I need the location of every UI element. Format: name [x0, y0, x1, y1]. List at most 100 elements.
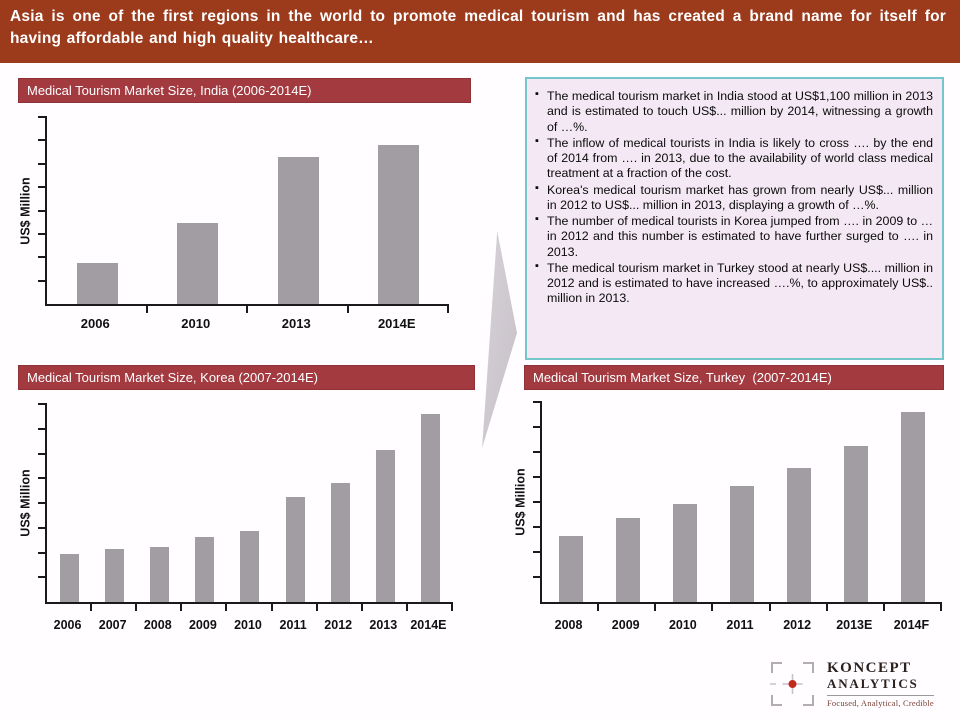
logo-name-line2: ANALYTICS	[827, 675, 919, 691]
y-axis-tick	[533, 526, 542, 528]
bar-cell	[656, 402, 713, 602]
chart-korea-body: US$ Million 2006 2007 2008 2009 2010 2011 2012…	[18, 390, 475, 655]
y-axis-tick	[38, 502, 47, 504]
bar-cell	[885, 402, 942, 602]
x-axis-tick	[940, 604, 942, 611]
x-axis-labels: 2006 2007 2008 2009 2010 2011 2012 2013 2014E	[45, 618, 451, 632]
bullet-item: The inflow of medical tourists in India …	[534, 135, 933, 182]
logo-tagline: Focused, Analytical, Credible	[827, 694, 934, 708]
x-tick-label: 2007	[98, 618, 127, 632]
bar-2012	[787, 468, 812, 602]
x-tick-label: 2006	[80, 316, 110, 331]
bar-2011	[285, 497, 305, 602]
bar-cell	[408, 404, 453, 602]
bar-cell	[318, 404, 363, 602]
x-tick-label: 2008	[143, 618, 172, 632]
x-axis-tick	[711, 604, 714, 611]
x-tick-label: 2010	[668, 618, 697, 632]
y-axis-tick	[533, 476, 542, 478]
bar-2014E	[420, 413, 440, 602]
bar-2014E	[378, 145, 420, 304]
x-axis-tick	[180, 604, 183, 611]
chart-india-title: Medical Tourism Market Size, India (2006…	[18, 78, 471, 103]
crosshair-target-icon	[770, 662, 814, 706]
x-axis-tick	[90, 604, 93, 611]
chart-turkey: Medical Tourism Market Size, Turkey (200…	[514, 365, 944, 655]
red-dot	[788, 680, 797, 688]
x-axis-tick	[451, 604, 453, 611]
x-tick-label: 2009	[188, 618, 217, 632]
y-axis-tick	[38, 427, 47, 430]
x-axis-tick	[145, 306, 148, 313]
x-tick-label: 2011	[279, 618, 307, 632]
y-axis-tick	[38, 209, 47, 212]
y-axis-tick	[38, 477, 47, 480]
y-axis-tick	[38, 162, 47, 165]
y-axis-tick	[38, 116, 47, 118]
bar-2013	[375, 449, 395, 602]
y-axis-tick	[38, 139, 47, 142]
bar-cell	[47, 404, 92, 602]
x-tick-label: 2013E	[836, 618, 873, 632]
bullet-item: The medical tourism market in Turkey sto…	[534, 260, 933, 307]
x-axis-tick	[768, 604, 771, 611]
bar-cell	[363, 404, 408, 602]
bar-2006	[76, 262, 118, 304]
chart-korea: Medical Tourism Market Size, Korea (2007…	[18, 365, 475, 655]
x-axis-tick	[825, 604, 828, 611]
y-axis-tick	[533, 426, 542, 428]
x-axis-tick	[246, 306, 248, 313]
company-logo: KONCEPT ANALYTICS Focused, Analytical, C…	[770, 660, 934, 708]
x-tick-label: 2006	[53, 618, 82, 632]
bullet-item: Korea's medical tourism market has grown…	[534, 182, 933, 214]
y-axis-tick	[38, 186, 47, 189]
bar-cell	[137, 404, 182, 602]
x-axis-tick	[315, 604, 318, 611]
bar-2008	[150, 546, 170, 602]
bar-2010	[672, 504, 697, 602]
bar-2014F	[901, 412, 926, 602]
bar-cell	[542, 402, 599, 602]
x-axis-tick	[405, 604, 408, 611]
x-tick-label: 2010	[234, 618, 262, 632]
slide-header-banner: Asia is one of the first regions in the …	[0, 0, 960, 63]
key-points-box: The medical tourism market in India stoo…	[525, 77, 944, 360]
y-axis-tick	[38, 232, 47, 235]
y-axis-tick	[38, 279, 47, 282]
flow-arrow-icon	[482, 231, 517, 448]
y-axis-tick	[533, 576, 542, 578]
bar-2006	[60, 554, 80, 602]
chart-turkey-title: Medical Tourism Market Size, Turkey (200…	[524, 365, 944, 390]
x-tick-label: 2013	[281, 316, 311, 331]
y-axis-tick	[38, 256, 47, 259]
y-axis-tick	[38, 452, 47, 455]
y-axis-tick	[38, 526, 47, 529]
bar-cell	[713, 402, 770, 602]
bar-cell	[47, 117, 148, 304]
bar-2007	[105, 548, 125, 602]
x-axis-labels: 2008 2009 2010 2011 2012 2013E 2014F	[540, 618, 940, 632]
y-axis-label: US$ Million	[18, 176, 33, 245]
slide-title-text: Asia is one of the first regions in the …	[10, 8, 946, 48]
bar-2013	[277, 157, 319, 304]
x-tick-label: 2012	[783, 618, 812, 632]
bar-cell	[248, 117, 349, 304]
plot-area: US$ Million	[19, 116, 450, 313]
bar-cell	[148, 117, 249, 304]
x-axis-tick	[270, 604, 273, 611]
bar-cell	[349, 117, 450, 304]
bar-cell	[771, 402, 828, 602]
chart-turkey-body: US$ Million 2008 2009 2010 2011 2012 2013E 201…	[514, 390, 944, 655]
bar-cell	[828, 402, 885, 602]
x-axis-tick	[346, 306, 349, 313]
bar-2013E	[844, 446, 869, 602]
x-tick-label: 2012	[324, 618, 353, 632]
x-tick-label: 2008	[554, 618, 583, 632]
bar-2011	[729, 486, 754, 602]
chart-india-body: US$ Million 2006 2010 2013 2014E	[18, 103, 471, 356]
x-tick-label: 2010	[181, 316, 211, 331]
plot-area: US$ Million	[19, 403, 453, 611]
bar-cell	[182, 404, 227, 602]
logo-name-line1: KONCEPT	[827, 660, 912, 676]
bar-2010	[240, 530, 260, 602]
